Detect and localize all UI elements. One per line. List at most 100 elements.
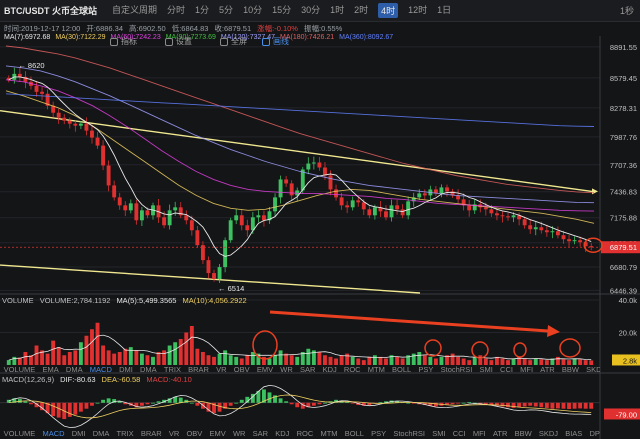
- indicator-tab-brar[interactable]: BRAR: [188, 365, 209, 374]
- indicator-tab-psy[interactable]: PSY: [371, 429, 387, 438]
- indicator-tab-emv[interactable]: EMV: [209, 429, 226, 438]
- volume-bar: [345, 353, 350, 365]
- indicator-tab-mtm[interactable]: MTM: [367, 365, 385, 374]
- indicator-tab-stochrsi[interactable]: StochRSI: [440, 365, 473, 374]
- indicator-tab-bbw[interactable]: BBW: [561, 365, 579, 374]
- indicator-tab-atr[interactable]: ATR: [492, 429, 508, 438]
- toolbar-0[interactable]: 指标: [110, 36, 137, 47]
- indicator-tab-bbw[interactable]: BBW: [514, 429, 532, 438]
- candle-body: [167, 210, 172, 226]
- candle-body: [195, 230, 200, 246]
- toolbar-3[interactable]: 画线: [262, 36, 289, 47]
- volume-legend-item-0: VOLUME: [2, 296, 34, 305]
- indicator-tab-dmi[interactable]: DMI: [119, 365, 133, 374]
- indicator-tab-obv[interactable]: OBV: [233, 365, 250, 374]
- trend-line-lower: [0, 264, 421, 294]
- volume-bar: [472, 356, 477, 365]
- indicator-tab-sar[interactable]: SAR: [299, 365, 316, 374]
- macd-bar: [511, 402, 516, 408]
- ma-legend-item-0: MA(7):6972.68: [4, 34, 51, 41]
- indicator-tab-mtm[interactable]: MTM: [320, 429, 338, 438]
- timeframe-10[interactable]: 12时: [408, 5, 428, 15]
- volume-bar: [572, 358, 577, 365]
- indicator-tab-mfi[interactable]: MFI: [472, 429, 486, 438]
- indicator-tab-sar[interactable]: SAR: [252, 429, 269, 438]
- volume-bar: [433, 358, 438, 365]
- indicator-tab-dpo[interactable]: DPO: [589, 429, 601, 438]
- indicator-tab-wr[interactable]: WR: [280, 365, 293, 374]
- indicator-tab-mfi[interactable]: MFI: [520, 365, 534, 374]
- volume-bar: [350, 356, 355, 365]
- indicator-tab-vr[interactable]: VR: [168, 429, 180, 438]
- candle-body: [372, 207, 377, 216]
- indicator-tab-psy[interactable]: PSY: [418, 365, 434, 374]
- indicator-tab-emv[interactable]: EMV: [256, 365, 274, 374]
- timeframe-4[interactable]: 10分: [243, 5, 263, 15]
- indicator-tab-kdj[interactable]: KDJ: [275, 429, 290, 438]
- timeframe-11[interactable]: 1日: [437, 5, 452, 15]
- volume-tick-label: 20.0k: [619, 329, 638, 338]
- volume-bar: [178, 339, 183, 365]
- indicator-tab-macd[interactable]: MACD: [42, 429, 65, 438]
- indicator-tab-brar[interactable]: BRAR: [140, 429, 162, 438]
- indicator-tab-smi[interactable]: SMI: [479, 365, 493, 374]
- indicator-tab-vr[interactable]: VR: [216, 365, 227, 374]
- indicator-tab-skdj[interactable]: SKDJ: [586, 365, 600, 374]
- indicator-tab-dma[interactable]: DMA: [92, 429, 110, 438]
- timeframe-6[interactable]: 30分: [301, 5, 321, 15]
- highlight-circle: [252, 330, 278, 360]
- macd-bar: [278, 398, 283, 403]
- refresh-interval[interactable]: 1秒: [619, 6, 634, 16]
- timeframe-5[interactable]: 15分: [272, 5, 292, 15]
- indicator-tab-kdj[interactable]: KDJ: [322, 365, 337, 374]
- timeframe-3[interactable]: 5分: [219, 5, 234, 15]
- indicator-tab-dmi[interactable]: DMI: [71, 429, 86, 438]
- volume-legend-item-2: MA(5):5,499.3565: [116, 296, 177, 305]
- indicator-tab-volume[interactable]: VOLUME: [3, 429, 36, 438]
- pair-title[interactable]: BTC/USDT 火币全球站: [4, 6, 97, 16]
- timeframe-0[interactable]: 自定义周期: [112, 5, 158, 15]
- timeframe-8[interactable]: 2时: [354, 5, 369, 15]
- indicator-tab-bias[interactable]: BIAS: [565, 429, 583, 438]
- volume-bar: [278, 350, 283, 365]
- indicator-tab-obv[interactable]: OBV: [186, 429, 203, 438]
- candle-body: [139, 210, 144, 221]
- indicator-tab-ema[interactable]: EMA: [42, 365, 59, 374]
- indicator-tab-roc[interactable]: ROC: [343, 365, 361, 374]
- macd-dif-line: [8, 384, 592, 428]
- timeframe-2[interactable]: 1分: [195, 5, 210, 15]
- timeframe-1[interactable]: 分时: [167, 5, 186, 15]
- volume-bar: [417, 352, 422, 365]
- indicator-tab-dma[interactable]: DMA: [65, 365, 83, 374]
- toolbar-2[interactable]: 全屏: [220, 36, 247, 47]
- volume-bar: [467, 360, 472, 365]
- candle-body: [350, 200, 355, 208]
- indicator-tab-smi[interactable]: SMI: [432, 429, 446, 438]
- indicator-tab-dma[interactable]: DMA: [140, 365, 157, 374]
- candle-body: [245, 225, 250, 231]
- macd-bar: [522, 402, 527, 407]
- indicator-tab-macd[interactable]: MACD: [89, 365, 112, 374]
- volume-bar: [528, 360, 533, 365]
- toolbar-1[interactable]: 设置: [165, 36, 192, 47]
- indicator-tab-skdj[interactable]: SKDJ: [538, 429, 559, 438]
- indicator-tab-boll[interactable]: BOLL: [392, 365, 412, 374]
- indicator-tab-boll[interactable]: BOLL: [344, 429, 364, 438]
- indicator-tab-stochrsi[interactable]: StochRSI: [393, 429, 425, 438]
- macd-bar: [544, 402, 549, 408]
- indicator-tab-cci[interactable]: CCI: [500, 365, 513, 374]
- indicator-tab-trix[interactable]: TRIX: [163, 365, 181, 374]
- macd-bar: [528, 402, 533, 406]
- indicator-tab-trix[interactable]: TRIX: [116, 429, 134, 438]
- indicator-tab-wr[interactable]: WR: [232, 429, 246, 438]
- indicator-tab-roc[interactable]: ROC: [296, 429, 314, 438]
- timeframe-7[interactable]: 1时: [330, 5, 345, 15]
- indicator-tab-cci[interactable]: CCI: [452, 429, 466, 438]
- timeframe-9[interactable]: 4时: [378, 3, 399, 18]
- indicator-tab-volume[interactable]: VOLUME: [3, 365, 36, 374]
- macd-bar: [467, 402, 472, 403]
- indicator-tab-atr[interactable]: ATR: [540, 365, 555, 374]
- candle-body: [467, 205, 472, 211]
- volume-bar: [162, 350, 167, 365]
